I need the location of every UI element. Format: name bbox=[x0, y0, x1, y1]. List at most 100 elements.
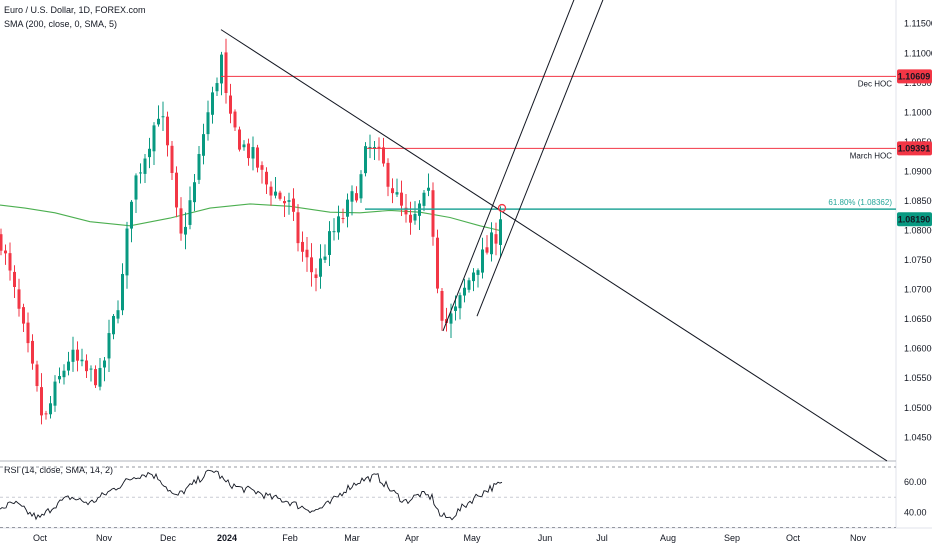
candle-body bbox=[310, 257, 313, 273]
price-tick-label: 1.04500 bbox=[904, 432, 932, 442]
candle-body bbox=[94, 369, 97, 386]
level-note: March HOC bbox=[850, 151, 892, 160]
candle-body bbox=[301, 241, 304, 252]
price-tick-label: 1.08500 bbox=[904, 196, 932, 206]
candle-body bbox=[229, 95, 232, 114]
candle-body bbox=[31, 340, 34, 364]
candle-body bbox=[490, 232, 493, 255]
price-tick-label: 1.07000 bbox=[904, 285, 932, 295]
candle-body bbox=[130, 201, 133, 229]
candle-body bbox=[152, 125, 156, 152]
candle-body bbox=[247, 143, 250, 159]
candle-body bbox=[121, 273, 124, 311]
price-marker-tag bbox=[897, 69, 932, 84]
candle-body bbox=[431, 190, 435, 237]
price-tick-label: 1.10000 bbox=[904, 107, 932, 117]
candle-body bbox=[328, 231, 331, 255]
time-tick-label: Dec bbox=[160, 533, 177, 543]
time-tick-label: Aug bbox=[660, 533, 676, 543]
candle-body bbox=[166, 116, 169, 146]
price-tick-label: 1.06500 bbox=[904, 314, 932, 324]
candle-body bbox=[206, 112, 210, 135]
candle-body bbox=[0, 234, 3, 251]
candle-body bbox=[404, 207, 408, 215]
candle-body bbox=[427, 187, 430, 191]
price-tick-label: 1.11000 bbox=[904, 48, 932, 58]
candle-body bbox=[35, 364, 39, 387]
candle-body bbox=[314, 274, 318, 279]
sma-200-line bbox=[0, 203, 501, 232]
time-axis: Oct Nov Dec 2024 Feb Mar Apr May Jun Jul Aug Sep Oct… bbox=[33, 533, 867, 543]
candle-body bbox=[76, 349, 79, 361]
candle-body bbox=[89, 368, 93, 370]
candle-body bbox=[49, 403, 52, 415]
candle-body bbox=[197, 154, 201, 180]
candlesticks bbox=[0, 38, 502, 425]
chart-title: Euro / U.S. Dollar, 1D, FOREX.com bbox=[4, 5, 146, 15]
candle-body bbox=[395, 192, 399, 195]
candle-body bbox=[440, 291, 444, 321]
candle-body bbox=[238, 129, 241, 150]
candle-body bbox=[467, 280, 471, 290]
price-tick-label: 1.05000 bbox=[904, 403, 932, 413]
rsi-indicator-label: RSI (14, close, SMA, 14, 2) bbox=[4, 465, 114, 475]
candle-body bbox=[355, 193, 358, 201]
candle-body bbox=[44, 413, 48, 415]
candle-body bbox=[364, 146, 367, 174]
candle-body bbox=[400, 192, 403, 206]
candle-body bbox=[332, 231, 336, 233]
fib-level-label: 61.80% (1.08362) bbox=[828, 198, 892, 207]
time-tick-label: Sep bbox=[724, 533, 740, 543]
candle-body bbox=[337, 216, 340, 233]
time-tick-label: Mar bbox=[344, 533, 360, 543]
candle-body bbox=[98, 367, 102, 387]
candle-body bbox=[485, 247, 489, 253]
candle-body bbox=[103, 360, 106, 368]
candle-body bbox=[386, 162, 390, 187]
candle-body bbox=[22, 307, 25, 324]
time-tick-label: Feb bbox=[282, 533, 298, 543]
candle-body bbox=[179, 208, 183, 234]
time-tick-label: Jul bbox=[596, 533, 608, 543]
candle-body bbox=[211, 92, 214, 115]
candle-body bbox=[116, 310, 120, 319]
candle-body bbox=[40, 387, 43, 416]
drawing-lines: 61.80% (1.08362) Dec HOC March HOC bbox=[220, 0, 896, 462]
candle-body bbox=[188, 200, 192, 225]
candle-body bbox=[170, 145, 174, 173]
candle-body bbox=[283, 201, 286, 204]
level-note: Dec HOC bbox=[858, 79, 892, 88]
candle-body bbox=[305, 249, 309, 258]
time-tick-label: May bbox=[463, 533, 481, 543]
candle-body bbox=[71, 349, 75, 362]
candle-body bbox=[58, 376, 61, 380]
rsi-tick-label: 60.00 bbox=[904, 477, 927, 487]
candle-body bbox=[499, 219, 502, 245]
grid bbox=[0, 0, 932, 529]
candle-body bbox=[202, 134, 205, 156]
candle-body bbox=[409, 214, 412, 223]
price-marker-tag bbox=[897, 141, 932, 156]
price-tick-label: 1.09000 bbox=[904, 166, 932, 176]
candle-body bbox=[139, 172, 142, 174]
candle-body bbox=[4, 250, 7, 254]
candle-body bbox=[359, 174, 363, 199]
candle-body bbox=[319, 258, 322, 277]
candle-body bbox=[346, 199, 349, 217]
price-tick-label: 1.08000 bbox=[904, 226, 932, 236]
candle-body bbox=[107, 333, 111, 359]
candle-body bbox=[287, 200, 291, 202]
trendline bbox=[442, 0, 575, 332]
candle-body bbox=[26, 322, 30, 344]
candle-body bbox=[242, 144, 246, 148]
candle-body bbox=[256, 147, 259, 168]
candle-body bbox=[476, 270, 480, 275]
candle-body bbox=[296, 212, 300, 244]
time-tick-label: Oct bbox=[786, 533, 801, 543]
candle-body bbox=[278, 192, 282, 199]
candle-body bbox=[292, 198, 295, 212]
candle-body bbox=[269, 186, 273, 196]
candle-body bbox=[215, 83, 219, 92]
price-axis: 1.115001.110001.105001.100001.095001.090… bbox=[897, 19, 932, 517]
